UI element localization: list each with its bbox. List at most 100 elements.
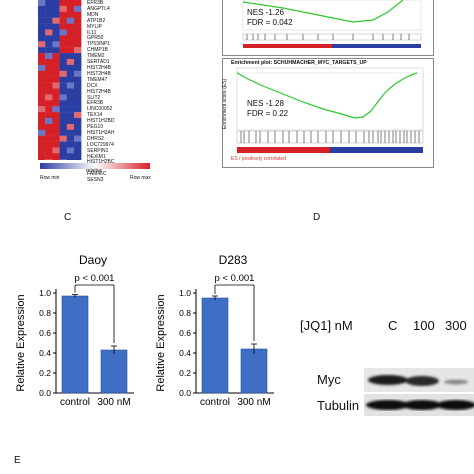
heatmap-cell <box>66 59 75 66</box>
gsea-bottom-nes: NES -1.28 <box>247 99 284 108</box>
heatmap-cell <box>45 76 53 83</box>
heatmap-cell <box>45 106 53 113</box>
gsea-top-plot: NES -1.26 FDR = 0.042 <box>222 0 434 56</box>
heatmap-panel: EFR3B ANGPTL4 MDN ATP1B2 MYLIP IL11 GPR50 TP53I… <box>0 0 160 190</box>
heatmap-cell <box>38 59 46 66</box>
heatmap-grid <box>38 0 82 160</box>
gene-label: GPR50 <box>87 35 104 42</box>
heatmap-cell <box>66 11 75 18</box>
bar-control <box>201 297 229 394</box>
heatmap-cell <box>52 153 60 160</box>
heatmap-cell <box>66 88 75 95</box>
gene-label: SERPIN1 <box>87 147 109 154</box>
gene-label: HIST2H4B <box>87 64 111 71</box>
heatmap-cell <box>66 100 75 107</box>
heatmap-cell <box>45 23 53 30</box>
heatmap-cell <box>38 135 46 142</box>
y-tick-label: 0.8 <box>39 308 51 318</box>
heatmap-cell <box>59 23 67 30</box>
heatmap-cell <box>74 123 82 130</box>
heatmap-cell <box>66 135 75 142</box>
gene-label: EFR3B <box>87 0 104 6</box>
heatmap-cell <box>59 41 67 48</box>
heatmap-cell <box>45 70 53 77</box>
panel-label-d: D <box>313 212 321 223</box>
heatmap-cell <box>52 123 60 130</box>
heatmap-cell <box>45 29 53 36</box>
heatmap-cell <box>38 64 46 71</box>
heatmap-cell <box>59 29 67 36</box>
heatmap-cell <box>74 29 82 36</box>
gene-label: EFR3B <box>87 100 104 107</box>
heatmap-cell <box>59 112 67 119</box>
heatmap-cell <box>74 88 82 95</box>
heatmap-cell <box>66 53 75 60</box>
gene-label: ATP1B2 <box>87 17 106 24</box>
heatmap-cell <box>52 118 60 125</box>
heatmap-cell <box>52 100 60 107</box>
heatmap-cell <box>74 47 82 54</box>
heatmap-cell <box>74 147 82 154</box>
heatmap-cell <box>38 82 46 89</box>
heatmap-cell <box>52 5 60 12</box>
heatmap-cell <box>52 129 60 136</box>
bar-control <box>61 295 89 394</box>
heatmap-cell <box>74 112 82 119</box>
heatmap-cell <box>59 100 67 107</box>
heatmap-cell <box>66 5 75 12</box>
gene-label: ANGPTL4 <box>87 5 110 12</box>
gene-label: MYLIP <box>87 23 103 30</box>
heatmap-cell <box>59 47 67 54</box>
heatmap-cell <box>38 141 46 148</box>
y-tick-label: 0.0 <box>179 388 191 398</box>
heatmap-cell <box>74 17 82 24</box>
heatmap-cell <box>74 23 82 30</box>
bar-300-nm <box>100 349 128 394</box>
gene-label: MDN <box>87 11 99 18</box>
gene-label: HEXIM1 <box>87 153 106 160</box>
heatmap-cell <box>52 94 60 101</box>
heatmap-cell <box>52 59 60 66</box>
heatmap-cell <box>59 153 67 160</box>
scale-min-label: Row min <box>40 175 60 181</box>
gene-label: PEG10 <box>87 124 104 131</box>
gene-label: HIST1H2BD <box>87 118 115 125</box>
heatmap-cell <box>52 17 60 24</box>
heatmap-cell <box>74 141 82 148</box>
heatmap-cell <box>74 64 82 71</box>
heatmap-cell <box>66 106 75 113</box>
heatmap-cell <box>38 94 46 101</box>
heatmap-cell <box>45 94 53 101</box>
heatmap-cell <box>59 35 67 42</box>
heatmap-cell <box>74 159 82 160</box>
heatmap-cell <box>66 123 75 130</box>
bar-chart-daoy: Daoy Relative Expression 0.0 0.2 0.4 0.6 0.8 1.… <box>15 253 134 408</box>
heatmap-cell <box>66 76 75 83</box>
heatmap-cell <box>45 41 53 48</box>
gene-label: IL11 <box>87 29 97 36</box>
gene-label: DHRS2 <box>87 135 104 142</box>
bar-300-nm <box>240 348 268 394</box>
y-tick-label: 0.6 <box>39 328 51 338</box>
gene-label: CHMP1B <box>87 47 108 54</box>
heatmap-cell <box>52 106 60 113</box>
x-tick-label: control <box>60 397 90 408</box>
heatmap-cell <box>66 29 75 36</box>
heatmap-cell <box>59 94 67 101</box>
tubulin-bands <box>366 400 474 410</box>
heatmap-color-scale <box>40 163 150 169</box>
y-tick-label: 0.4 <box>39 348 51 358</box>
heatmap-cell <box>38 35 46 42</box>
heatmap-cell <box>38 123 46 130</box>
heatmap-cell <box>59 118 67 125</box>
heatmap-cell <box>59 129 67 136</box>
heatmap-cell <box>45 17 53 24</box>
heatmap-cell <box>38 147 46 154</box>
p-value-annotation: p < 0.001 <box>215 273 255 284</box>
heatmap-cell <box>38 112 46 119</box>
heatmap-cell <box>52 23 60 30</box>
gene-label: SESN3 <box>87 177 104 184</box>
heatmap-cell <box>74 153 82 160</box>
heatmap-cell <box>52 82 60 89</box>
heatmap-cell <box>59 88 67 95</box>
